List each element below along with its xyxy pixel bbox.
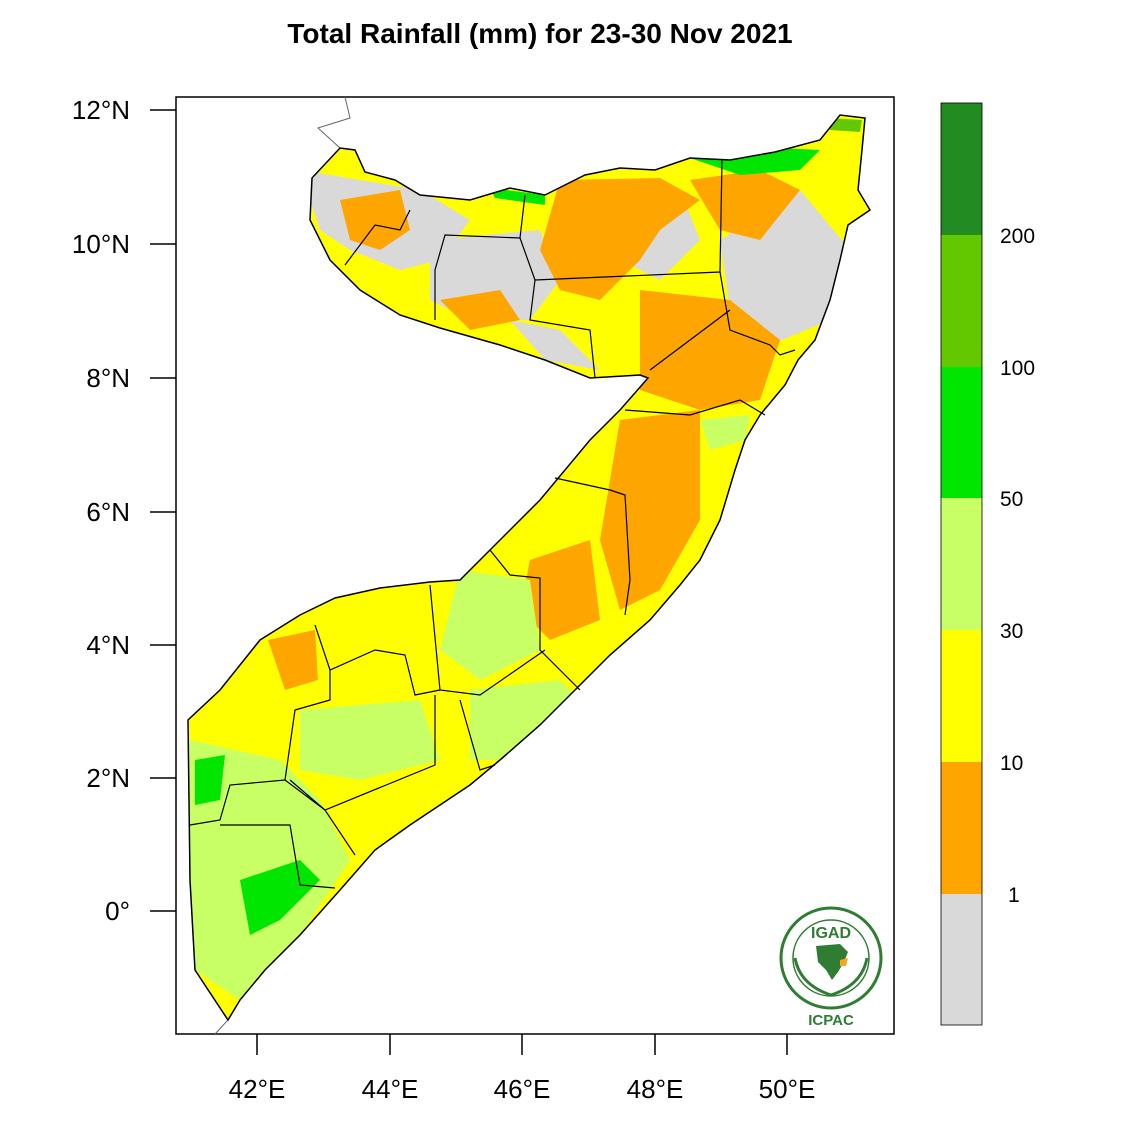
lat-tick-label: 10°N — [72, 229, 130, 259]
lon-tick-label: 48°E — [627, 1074, 684, 1104]
admin-borders — [189, 159, 796, 889]
lon-axis: 42°E 44°E 46°E 48°E 50°E — [229, 1034, 816, 1104]
legend-swatch-10-30 — [941, 630, 982, 762]
africa-icon — [816, 944, 848, 980]
lat-tick-label: 12°N — [72, 95, 130, 125]
lat-tick-label: 6°N — [86, 497, 130, 527]
legend-colorbar: 200 100 50 30 10 1 — [940, 102, 1035, 1026]
legend-swatch-50-100 — [941, 367, 982, 498]
legend-swatch-below-1 — [941, 894, 982, 1025]
legend-label: 200 — [1000, 225, 1035, 248]
legend-label: 30 — [1000, 620, 1023, 643]
lon-tick-label: 42°E — [229, 1074, 286, 1104]
lon-tick-label: 46°E — [494, 1074, 551, 1104]
logo-org: ICPAC — [808, 1012, 854, 1029]
country-outline — [187, 114, 872, 1022]
legend-swatch-100-200 — [941, 235, 982, 367]
lat-tick-label: 0° — [105, 896, 130, 926]
legend-label: 10 — [1000, 752, 1023, 775]
legend-label: 1 — [1008, 884, 1020, 907]
igad-icpac-logo: IGAD ICPAC — [779, 906, 883, 1029]
lat-tick-label: 8°N — [86, 363, 130, 393]
legend-swatch-1-10 — [941, 762, 982, 894]
plot-frame — [175, 96, 895, 1035]
lat-axis: 12°N 10°N 8°N 6°N 4°N 2°N 0° — [72, 95, 176, 926]
legend-label: 50 — [1000, 488, 1023, 511]
lat-tick-label: 4°N — [86, 630, 130, 660]
legend-swatch-over-200 — [941, 103, 982, 235]
map-title: Total Rainfall (mm) for 23-30 Nov 2021 — [287, 18, 793, 49]
legend-label: 100 — [1000, 357, 1035, 380]
lon-tick-label: 44°E — [362, 1074, 419, 1104]
lon-tick-label: 50°E — [759, 1074, 816, 1104]
lat-tick-label: 2°N — [86, 763, 130, 793]
rainfall-field — [188, 115, 870, 1020]
logo-acronym: IGAD — [811, 925, 851, 942]
legend-swatch-30-50 — [941, 498, 982, 630]
